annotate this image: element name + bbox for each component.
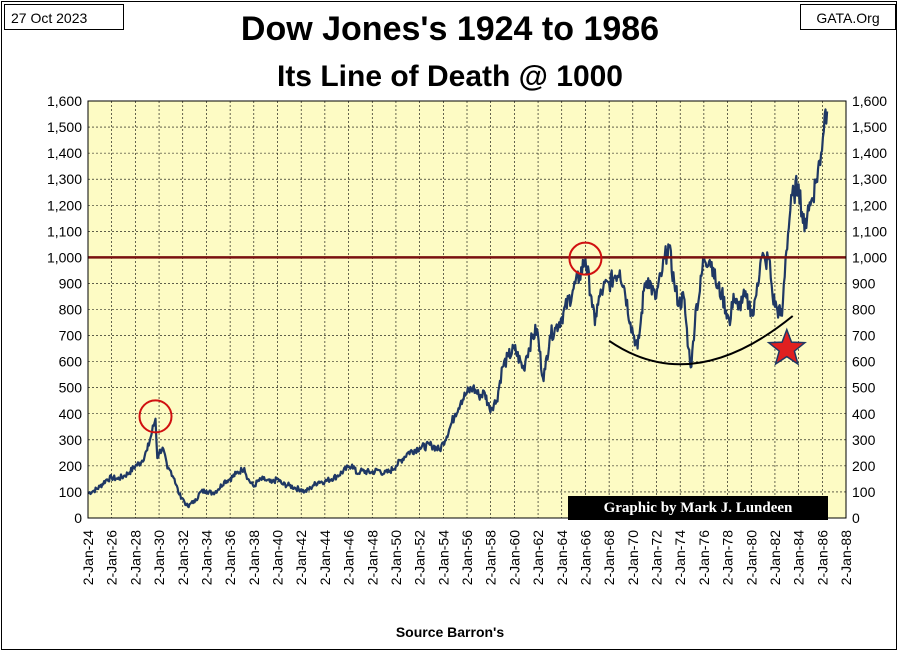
x-tick-label: 2-Jan-68 — [601, 530, 617, 585]
x-tick-label: 2-Jan-88 — [838, 530, 854, 585]
x-tick-label: 2-Jan-78 — [720, 530, 736, 585]
x-tick-label: 2-Jan-76 — [696, 530, 712, 585]
star-marker — [766, 327, 807, 366]
x-tick-label: 2-Jan-70 — [625, 530, 641, 585]
x-tick-label: 2-Jan-86 — [814, 530, 830, 585]
chart-subtitle: Its Line of Death @ 1000 — [276, 60, 623, 93]
y-tick-label-left: 1,300 — [47, 171, 82, 187]
highlight-circle — [568, 241, 603, 276]
x-tick-label: 2-Jan-62 — [530, 530, 546, 585]
x-tick-label: 2-Jan-24 — [80, 530, 96, 585]
y-tick-label-right: 100 — [852, 484, 876, 500]
x-tick-label: 2-Jan-46 — [341, 530, 357, 585]
y-tick-label-left: 300 — [59, 432, 83, 448]
plot-border — [87, 100, 847, 519]
x-tick-label: 2-Jan-50 — [388, 530, 404, 585]
x-tick-label: 2-Jan-72 — [649, 530, 665, 585]
y-tick-label-right: 200 — [852, 458, 876, 474]
x-tick-label: 2-Jan-74 — [672, 530, 688, 585]
y-tick-label-left: 500 — [59, 380, 83, 396]
y-tick-label-right: 1,000 — [852, 249, 887, 265]
x-axis: 2-Jan-24 2-Jan-26 2-Jan-28 2-Jan-30 2-Jan-32… — [80, 530, 854, 585]
y-tick-label-left: 1,400 — [47, 145, 82, 161]
y-tick-label-right: 1,300 — [852, 171, 887, 187]
y-tick-label-left: 1,000 — [47, 249, 82, 265]
y-tick-label-left: 900 — [59, 275, 83, 291]
x-tick-label: 2-Jan-56 — [459, 530, 475, 585]
y-tick-label-right: 400 — [852, 406, 876, 422]
annotations — [138, 241, 807, 434]
y-tick-label-left: 800 — [59, 302, 83, 318]
x-tick-label: 2-Jan-38 — [246, 530, 262, 585]
x-tick-label: 2-Jan-64 — [554, 530, 570, 585]
highlight-circle — [138, 399, 173, 434]
chart-title: Dow Jones's 1924 to 1986 — [240, 10, 660, 48]
x-tick-label: 2-Jan-34 — [198, 530, 214, 585]
x-tick-label: 2-Jan-42 — [293, 530, 309, 585]
y-tick-label-right: 0 — [852, 510, 860, 526]
source-label: Source Barron's — [395, 624, 505, 640]
y-tick-label-left: 100 — [59, 484, 83, 500]
y-tick-label-left: 200 — [59, 458, 83, 474]
y-tick-label-left: 0 — [74, 510, 82, 526]
y-tick-label-right: 1,100 — [852, 223, 887, 239]
y-tick-label-right: 1,600 — [852, 93, 887, 109]
x-tick-label: 2-Jan-80 — [743, 530, 759, 585]
y-tick-label-left: 400 — [59, 406, 83, 422]
y-tick-label-right: 700 — [852, 328, 876, 344]
x-tick-label: 2-Jan-48 — [364, 530, 380, 585]
x-tick-label: 2-Jan-82 — [767, 530, 783, 585]
y-tick-label-left: 1,200 — [47, 197, 82, 213]
x-tick-label: 2-Jan-44 — [317, 530, 333, 585]
y-tick-label-right: 1,200 — [852, 197, 887, 213]
y-tick-label-right: 800 — [852, 302, 876, 318]
y-tick-label-left: 1,100 — [47, 223, 82, 239]
y-tick-label-right: 900 — [852, 275, 876, 291]
x-tick-label: 2-Jan-84 — [791, 530, 807, 585]
dow-jones-series-line — [87, 108, 829, 509]
x-tick-label: 2-Jan-66 — [577, 530, 593, 585]
x-tick-label: 2-Jan-36 — [222, 530, 238, 585]
left-y-axis: 0 100 200 300 400 500 600 700 800 900 1,000 1,100 1,… — [47, 93, 82, 526]
x-tick-label: 2-Jan-52 — [412, 530, 428, 585]
right-y-axis: 0 100 200 300 400 500 600 700 800 900 1,000 1,100 1,… — [852, 93, 887, 526]
y-tick-label-left: 1,600 — [47, 93, 82, 109]
trend-curve — [608, 315, 794, 366]
y-tick-label-right: 600 — [852, 354, 876, 370]
y-tick-label-left: 600 — [59, 354, 83, 370]
x-tick-label: 2-Jan-54 — [435, 530, 451, 585]
credit-label: Graphic by Mark J. Lundeen — [568, 496, 828, 520]
x-tick-label: 2-Jan-28 — [127, 530, 143, 585]
y-tick-label-left: 1,500 — [47, 119, 82, 135]
date-label: 27 Oct 2023 — [4, 4, 124, 30]
site-label: GATA.Org — [800, 4, 896, 30]
y-tick-label-left: 700 — [59, 328, 83, 344]
x-tick-label: 2-Jan-58 — [483, 530, 499, 585]
y-tick-label-right: 1,400 — [852, 145, 887, 161]
x-tick-label: 2-Jan-60 — [506, 530, 522, 585]
x-tick-label: 2-Jan-40 — [270, 530, 286, 585]
y-tick-label-right: 300 — [852, 432, 876, 448]
x-tick-label: 2-Jan-30 — [151, 530, 167, 585]
y-tick-label-right: 500 — [852, 380, 876, 396]
y-tick-label-right: 1,500 — [852, 119, 887, 135]
x-tick-label: 2-Jan-26 — [104, 530, 120, 585]
x-tick-label: 2-Jan-32 — [175, 530, 191, 585]
